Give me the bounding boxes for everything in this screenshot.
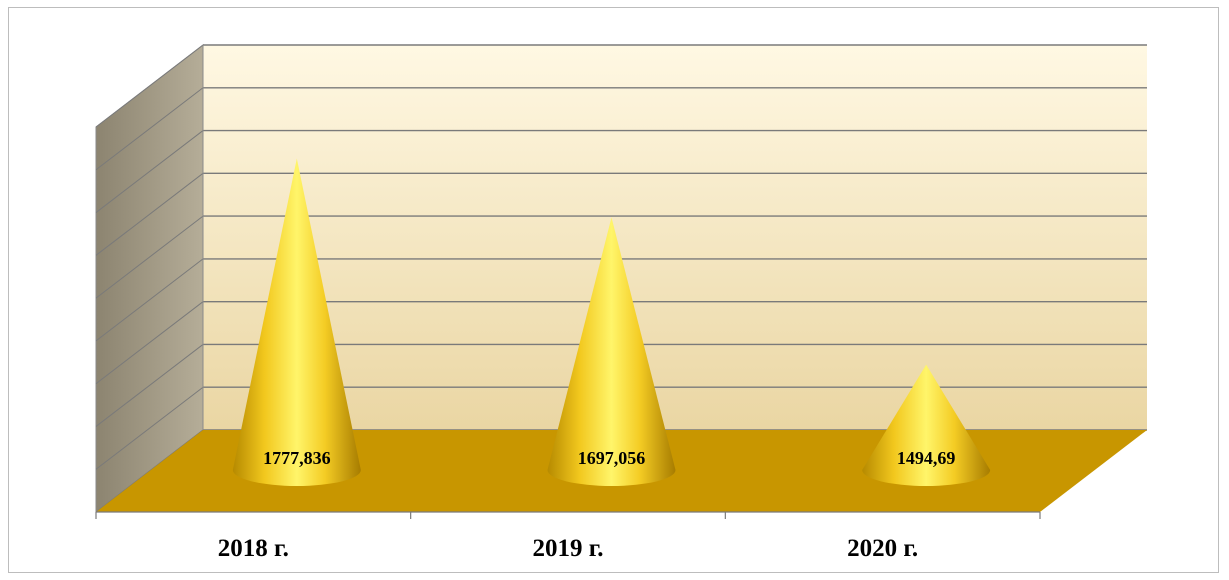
gridline-side xyxy=(95,301,204,385)
cone-2 xyxy=(547,217,676,486)
category-label: 2020 г. xyxy=(847,535,918,562)
gridline-side xyxy=(95,87,204,171)
gridline-side xyxy=(95,344,204,427)
gridline-side xyxy=(95,130,204,213)
category-label: 2019 г. xyxy=(532,535,603,562)
data-label: 1777,836 xyxy=(263,448,331,468)
cone-body xyxy=(862,364,991,486)
gridline-side xyxy=(95,172,204,256)
cone-1 xyxy=(232,158,361,486)
gridline-side xyxy=(95,215,204,299)
gridline-side xyxy=(95,386,204,470)
gridline-side xyxy=(95,258,204,342)
gridline-side xyxy=(95,44,204,128)
data-label: 1697,056 xyxy=(578,448,646,468)
cone-3 xyxy=(862,364,991,486)
cone-body xyxy=(232,158,361,486)
data-label: 1494,69 xyxy=(897,448,956,468)
back-wall xyxy=(203,45,1147,430)
category-label: 2018 г. xyxy=(218,535,289,562)
cone-body xyxy=(547,217,676,486)
